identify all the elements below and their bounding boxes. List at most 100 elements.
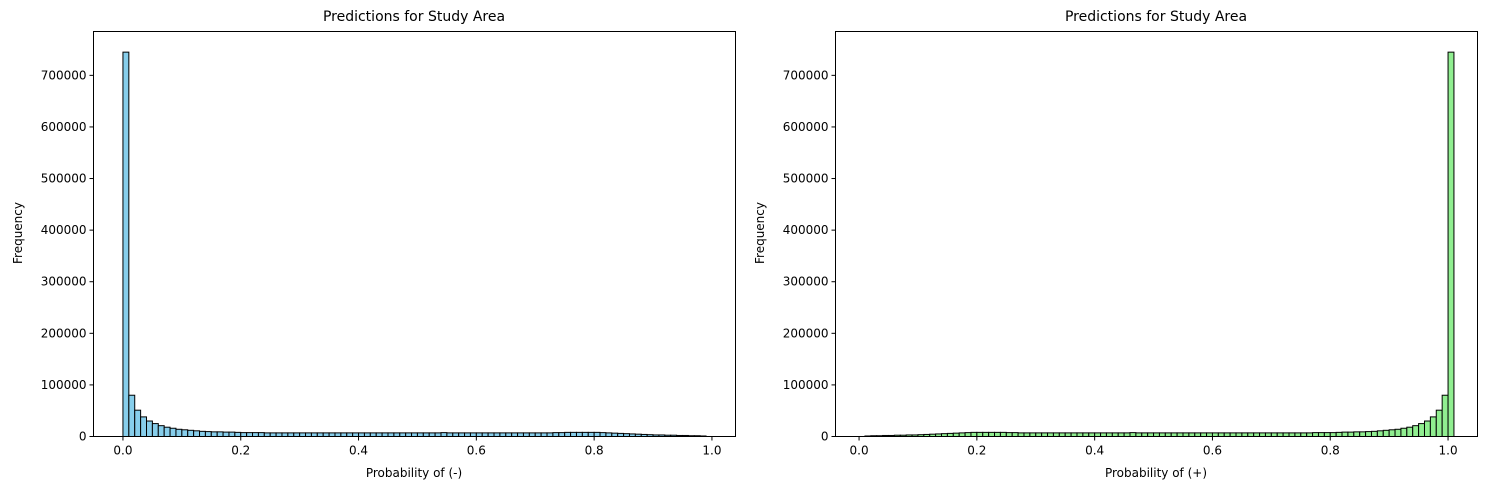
left-y-tick-label: 600000 <box>41 120 87 134</box>
right-histogram-bar <box>1076 432 1084 438</box>
left-histogram-bar <box>570 431 577 437</box>
left-histogram-bar <box>240 432 248 438</box>
right-y-tick-label: 200000 <box>783 326 829 340</box>
left-histogram-bar <box>546 432 554 438</box>
left-histogram-bar <box>393 432 401 438</box>
right-histogram-bar <box>1253 432 1261 438</box>
right-histogram-bar <box>1312 432 1319 438</box>
left-histogram-bar <box>428 432 436 438</box>
right-y-tick-label: 600000 <box>783 120 829 134</box>
right-y-tick-label: 0 <box>821 430 829 444</box>
left-x-tick-label: 0.2 <box>231 444 250 458</box>
right-chart-title: Predictions for Study Area <box>1065 9 1247 25</box>
right-y-ticks: 0 100000 200000 300000 400000 500000 600000 700… <box>783 68 836 444</box>
left-x-tick-label: 0.6 <box>467 444 486 458</box>
left-histogram-bar <box>293 432 301 438</box>
right-histogram-bar <box>1365 431 1372 438</box>
right-histogram-bar <box>1435 409 1443 438</box>
left-histogram-bar <box>540 432 548 438</box>
right-histogram-bar <box>1082 432 1090 438</box>
right-histogram-bar <box>1147 432 1155 438</box>
right-histogram-bar <box>1088 432 1096 438</box>
right-histogram-bar <box>1388 429 1396 438</box>
right-histogram-bar <box>1259 432 1266 438</box>
right-x-axis-label: Probability of (+) <box>1105 466 1207 480</box>
right-histogram-bar <box>1270 432 1278 438</box>
left-histogram-bar <box>452 432 460 438</box>
right-histogram-panel: Predictions for Study Area Probability o… <box>753 9 1478 480</box>
left-histogram-bar <box>511 432 519 438</box>
left-histogram-bar <box>199 430 206 437</box>
right-histogram-bar <box>1282 432 1290 438</box>
left-histogram-bar <box>499 432 507 438</box>
left-x-tick-label: 0.8 <box>585 444 604 458</box>
right-histogram-bar <box>1412 425 1420 438</box>
right-histogram-bar <box>1300 432 1308 438</box>
right-x-tick-label: 0.6 <box>1203 444 1222 458</box>
right-histogram-bar <box>1105 432 1113 438</box>
left-histogram-bar <box>381 432 389 438</box>
left-histogram-bar <box>334 432 342 438</box>
left-histogram-bar <box>175 428 183 437</box>
left-histogram-bar <box>387 432 395 438</box>
right-histogram-bar <box>1158 432 1166 438</box>
right-histogram-bar <box>1447 51 1455 437</box>
right-histogram-bar <box>976 431 984 437</box>
left-x-tick-label: 0.4 <box>349 444 368 458</box>
right-histogram-bar <box>1335 431 1343 437</box>
left-histogram-bar <box>363 432 371 438</box>
left-histogram-bar <box>193 430 201 438</box>
left-histogram-bar <box>181 429 189 438</box>
left-histogram-bar <box>611 432 619 437</box>
right-histogram-bar <box>1294 432 1302 438</box>
right-histogram-bar <box>1306 432 1314 438</box>
left-histogram-bar <box>422 432 430 438</box>
right-histogram-bar <box>1200 432 1208 438</box>
left-x-ticks: 0.0 0.2 0.4 0.6 0.8 1.0 <box>113 436 721 458</box>
right-histogram-bar <box>1047 432 1054 438</box>
right-histogram-bar <box>1406 426 1414 437</box>
right-histogram-bar <box>1123 432 1131 438</box>
left-histogram-bar <box>440 432 448 438</box>
right-y-axis-label: Frequency <box>753 202 767 264</box>
right-histogram-bar <box>1429 416 1437 438</box>
right-y-tick-label: 700000 <box>783 68 829 82</box>
left-histogram-bar <box>581 431 589 437</box>
right-histogram-bar <box>1117 432 1125 438</box>
left-histogram-bar <box>528 432 536 438</box>
right-histogram-bar <box>1264 432 1272 438</box>
left-histogram-bar <box>228 431 236 437</box>
right-histogram-bar <box>1370 430 1378 437</box>
left-y-tick-label: 100000 <box>41 378 87 392</box>
right-histogram-bar <box>1017 432 1025 438</box>
right-histogram-bar <box>1005 432 1013 438</box>
left-histogram-bar <box>263 432 271 438</box>
left-histogram-bar <box>558 432 566 438</box>
left-histogram-bar <box>369 432 377 438</box>
left-histogram-bar <box>187 429 195 437</box>
right-histogram-bar <box>1235 432 1243 438</box>
left-histogram-bar <box>146 420 153 437</box>
left-y-tick-label: 700000 <box>41 68 87 82</box>
right-histogram-bar <box>1129 432 1137 438</box>
left-histogram-bar <box>405 432 413 438</box>
left-histogram-bar <box>575 431 583 437</box>
left-y-tick-label: 500000 <box>41 172 87 186</box>
left-histogram-bar <box>246 432 254 438</box>
right-histogram-bar <box>1035 432 1043 438</box>
right-histogram-bar <box>1011 432 1019 438</box>
left-histogram-bar <box>534 432 542 438</box>
left-histogram-bar <box>252 432 259 438</box>
right-histogram-bar <box>999 431 1007 437</box>
right-histogram-bar <box>1223 432 1231 438</box>
left-y-axis-label: Frequency <box>11 202 25 264</box>
left-y-tick-label: 400000 <box>41 223 87 237</box>
left-histogram-bar <box>305 432 312 438</box>
left-histogram-bar <box>216 431 224 437</box>
left-histogram-bar <box>411 432 418 438</box>
left-histogram-bar <box>281 432 289 438</box>
left-histogram-bar <box>517 432 524 438</box>
right-histogram-bar <box>952 432 960 437</box>
left-histogram-bar <box>605 432 613 438</box>
left-histogram-bar <box>169 427 177 437</box>
